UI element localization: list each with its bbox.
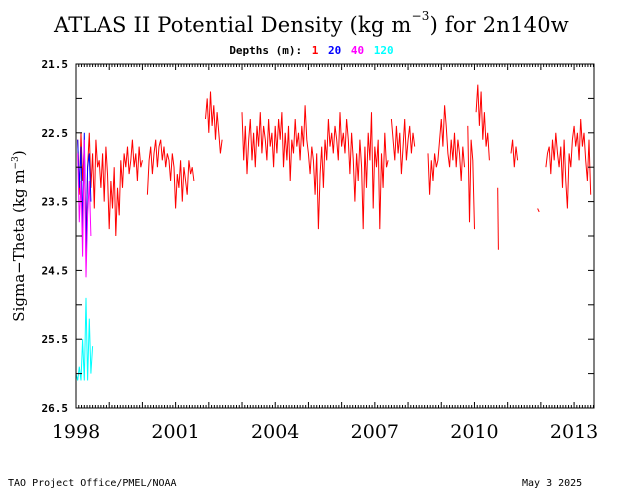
footer-credit: TAO Project Office/PMEL/NOAA — [8, 478, 177, 489]
legend-entry-40: 40 — [350, 44, 365, 57]
series-1-segment-1 — [146, 139, 195, 209]
chart-title-suffix: ) for 2n140w — [429, 13, 569, 37]
legend-entry-20: 20 — [328, 44, 342, 57]
series-1-segment-0 — [77, 132, 143, 243]
legend: Depths (m): 1 20 40 120 — [0, 44, 623, 57]
series-1-segment-6 — [467, 125, 475, 230]
axis-tick-labels: 1998 2001 2004 2007 2010 2013 21.5 22.5 23.5 24.5… — [42, 58, 599, 443]
x-tick-label: 2007 — [351, 421, 399, 443]
series-1-segment-3 — [241, 105, 389, 230]
series-1-segment-7 — [475, 84, 490, 161]
plot-frame — [75, 63, 595, 409]
legend-entry-120: 120 — [373, 44, 394, 57]
y-tick-label: 21.5 — [42, 58, 69, 71]
series-120-segment-0 — [75, 297, 94, 381]
x-tick-label: 2010 — [450, 421, 498, 443]
series-1-segment-9 — [510, 139, 519, 168]
chart-title: ATLAS II Potential Density (kg m−3) for … — [0, 9, 623, 37]
chart-title-exponent: −3 — [411, 9, 430, 23]
x-tick-label: 2013 — [550, 421, 598, 443]
plot-lines — [75, 84, 592, 381]
series-1-segment-4 — [390, 118, 416, 175]
x-tick-label: 1998 — [52, 421, 100, 443]
y-tick-label: 22.5 — [42, 127, 69, 140]
series-40-segment-0 — [77, 139, 92, 278]
legend-entry-1: 1 — [311, 44, 319, 57]
series-1-segment-5 — [427, 105, 465, 195]
x-tick-label: 2001 — [151, 421, 199, 443]
legend-label: Depths (m): — [229, 44, 303, 57]
chart-title-prefix: ATLAS II Potential Density (kg m — [54, 13, 412, 37]
series-20-segment-0 — [77, 132, 92, 257]
series-1-segment-2 — [205, 91, 223, 154]
y-tick-label: 23.5 — [42, 196, 69, 209]
series-1-segment-8 — [497, 187, 499, 250]
series-1-segment-11 — [545, 118, 592, 209]
series-1-segment-10 — [537, 208, 540, 213]
y-tick-label: 24.5 — [42, 264, 69, 277]
x-tick-label: 2004 — [251, 421, 299, 443]
axis-ticks — [75, 63, 594, 409]
y-tick-label: 25.5 — [42, 333, 69, 346]
y-tick-label: 26.5 — [42, 402, 69, 415]
footer-date: May 3 2025 — [522, 478, 583, 489]
